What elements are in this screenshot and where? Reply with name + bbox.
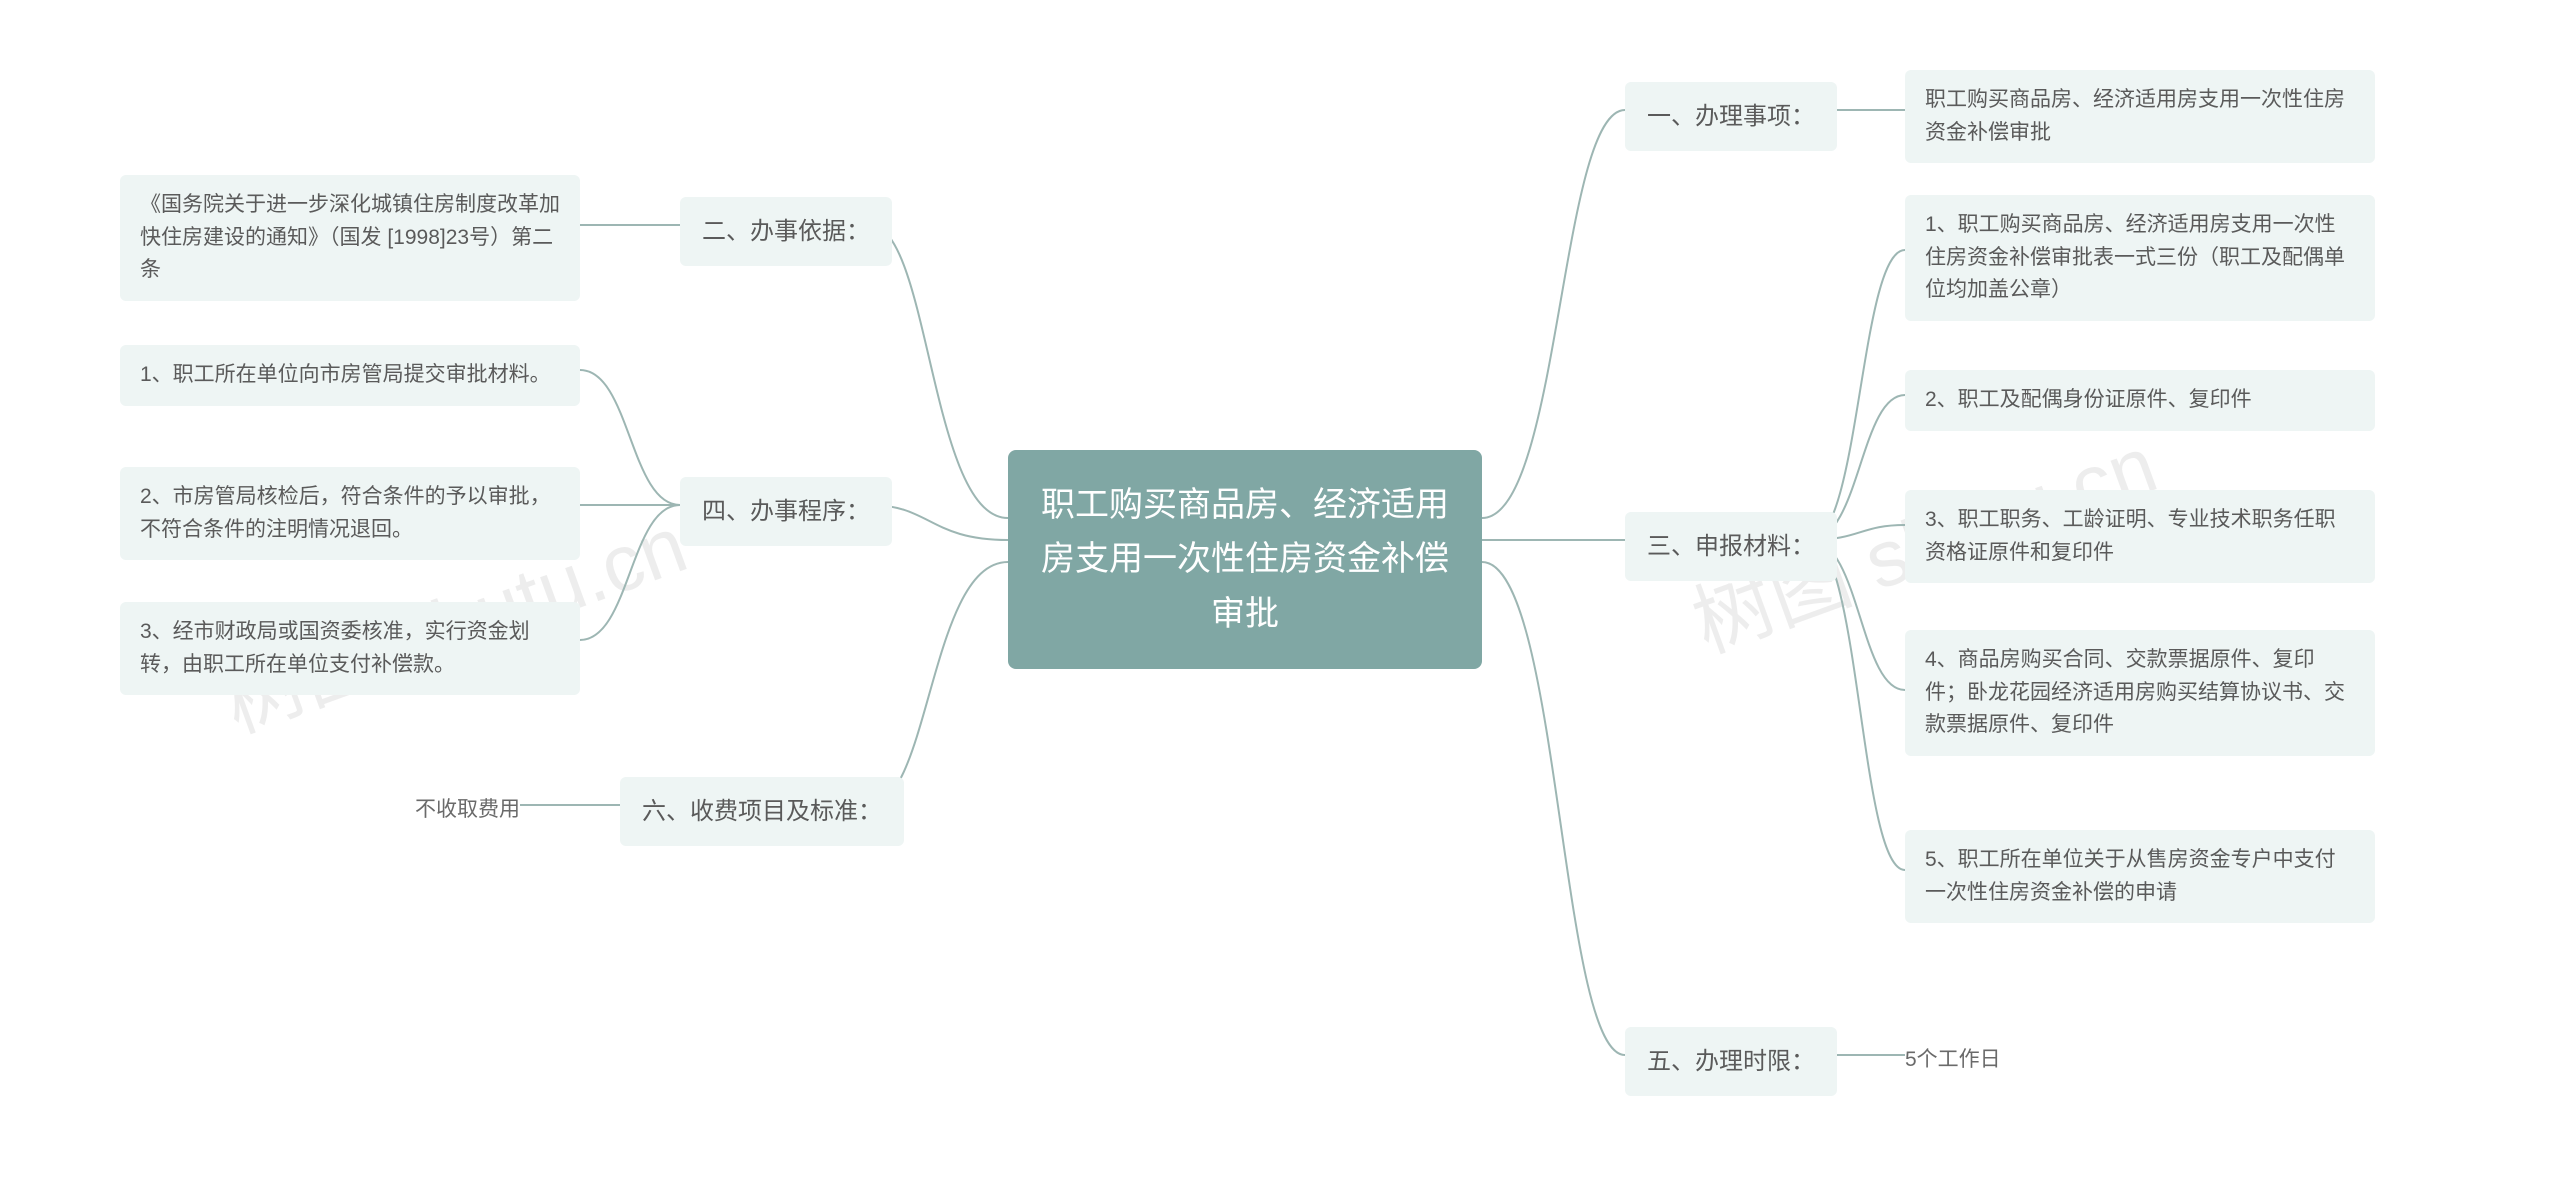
branch-label: 一、办理事项： — [1647, 103, 1815, 130]
leaf-right-5-1: 5个工作日 — [1905, 1040, 2001, 1081]
leaf-right-3-1: 1、职工购买商品房、经济适用房支用一次性住房资金补偿审批表一式三份（职工及配偶单… — [1905, 195, 2375, 321]
branch-right-5: 五、办理时限： — [1625, 1027, 1837, 1096]
branch-label: 四、办事程序： — [702, 498, 870, 525]
leaf-left-4-2: 2、市房管局核检后，符合条件的予以审批，不符合条件的注明情况退回。 — [120, 467, 580, 560]
leaf-right-1-1: 职工购买商品房、经济适用房支用一次性住房资金补偿审批 — [1905, 70, 2375, 163]
leaf-text: 5、职工所在单位关于从售房资金专户中支付一次性住房资金补偿的申请 — [1925, 848, 2336, 904]
leaf-left-2-1: 《国务院关于进一步深化城镇住房制度改革加快住房建设的通知》（国发 [1998]2… — [120, 175, 580, 301]
branch-right-3: 三、申报材料： — [1625, 512, 1837, 581]
leaf-text: 2、职工及配偶身份证原件、复印件 — [1925, 388, 2252, 411]
leaf-right-3-5: 5、职工所在单位关于从售房资金专户中支付一次性住房资金补偿的申请 — [1905, 830, 2375, 923]
leaf-text: 1、职工购买商品房、经济适用房支用一次性住房资金补偿审批表一式三份（职工及配偶单… — [1925, 213, 2345, 301]
leaf-right-3-4: 4、商品房购买合同、交款票据原件、复印件；卧龙花园经济适用房购买结算协议书、交款… — [1905, 630, 2375, 756]
leaf-text: 5个工作日 — [1905, 1048, 2001, 1071]
leaf-text: 2、市房管局核检后，符合条件的予以审批，不符合条件的注明情况退回。 — [140, 485, 551, 541]
leaf-text: 3、职工职务、工龄证明、专业技术职务任职资格证原件和复印件 — [1925, 508, 2336, 564]
leaf-text: 《国务院关于进一步深化城镇住房制度改革加快住房建设的通知》（国发 [1998]2… — [140, 193, 560, 281]
center-node: 职工购买商品房、经济适用房支用一次性住房资金补偿审批 — [1008, 450, 1482, 669]
leaf-text: 不收取费用 — [415, 798, 520, 821]
leaf-text: 3、经市财政局或国资委核准，实行资金划转，由职工所在单位支付补偿款。 — [140, 620, 530, 676]
leaf-text: 职工购买商品房、经济适用房支用一次性住房资金补偿审批 — [1925, 88, 2345, 144]
leaf-text: 4、商品房购买合同、交款票据原件、复印件；卧龙花园经济适用房购买结算协议书、交款… — [1925, 648, 2345, 736]
branch-left-2: 二、办事依据： — [680, 197, 892, 266]
leaf-left-4-3: 3、经市财政局或国资委核准，实行资金划转，由职工所在单位支付补偿款。 — [120, 602, 580, 695]
leaf-left-4-1: 1、职工所在单位向市房管局提交审批材料。 — [120, 345, 580, 406]
branch-label: 五、办理时限： — [1647, 1048, 1815, 1075]
leaf-text: 1、职工所在单位向市房管局提交审批材料。 — [140, 363, 551, 386]
leaf-right-3-3: 3、职工职务、工龄证明、专业技术职务任职资格证原件和复印件 — [1905, 490, 2375, 583]
leaf-right-3-2: 2、职工及配偶身份证原件、复印件 — [1905, 370, 2375, 431]
branch-right-1: 一、办理事项： — [1625, 82, 1837, 151]
branch-label: 六、收费项目及标准： — [642, 798, 882, 825]
leaf-left-6-1: 不收取费用 — [400, 790, 520, 831]
center-text: 职工购买商品房、经济适用房支用一次性住房资金补偿审批 — [1041, 486, 1449, 633]
branch-left-6: 六、收费项目及标准： — [620, 777, 904, 846]
branch-left-4: 四、办事程序： — [680, 477, 892, 546]
branch-label: 二、办事依据： — [702, 218, 870, 245]
branch-label: 三、申报材料： — [1647, 533, 1815, 560]
